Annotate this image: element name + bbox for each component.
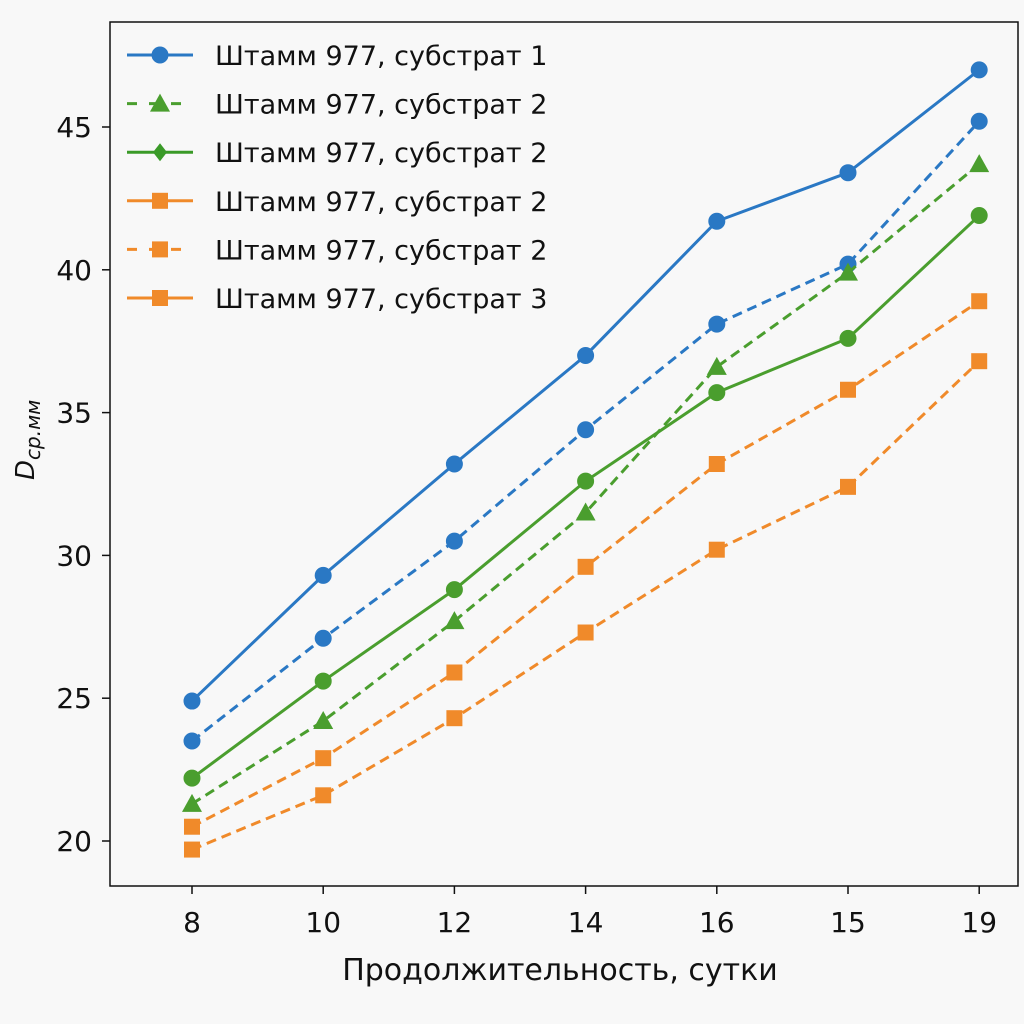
x-tick-label: 15 <box>830 906 866 939</box>
data-point <box>184 818 200 835</box>
data-point <box>445 532 463 550</box>
y-tick-label: 45 <box>56 111 92 144</box>
data-point <box>839 164 857 182</box>
series-3 <box>182 154 990 812</box>
series-5 <box>184 293 988 835</box>
series-6 <box>184 353 988 858</box>
legend-entry: Штамм 977, субстрат 2 <box>127 187 547 218</box>
y-tick-label: 25 <box>56 682 92 715</box>
data-point <box>970 112 988 130</box>
data-point <box>183 769 201 787</box>
data-point <box>970 61 988 79</box>
data-point <box>314 629 332 647</box>
data-point <box>971 353 988 370</box>
data-point <box>577 558 594 575</box>
y-tick-label: 40 <box>56 254 92 287</box>
data-point <box>313 711 334 730</box>
data-point <box>708 541 725 558</box>
x-tick-label: 14 <box>568 906 604 939</box>
legend-label: Штамм 977, субстрат 2 <box>215 138 547 169</box>
legend-marker <box>150 93 170 112</box>
legend-label: Штамм 977, субстрат 2 <box>215 187 547 218</box>
plot-area <box>109 21 1019 887</box>
x-tick-label: 8 <box>183 906 201 939</box>
data-point <box>184 841 200 858</box>
legend-label: Штамм 977, субстрат 1 <box>215 41 547 72</box>
data-point <box>577 472 595 490</box>
data-point <box>577 624 594 641</box>
x-tick-label: 10 <box>305 906 341 939</box>
data-point <box>444 611 465 630</box>
data-point <box>840 381 856 398</box>
legend-entry: Штамм 977, субстрат 2 <box>127 90 547 121</box>
x-tick-label: 16 <box>699 906 735 939</box>
y-tick-label: 20 <box>56 825 92 858</box>
legend-marker <box>151 46 169 64</box>
data-point <box>314 566 332 584</box>
data-point <box>445 455 463 473</box>
legend-marker <box>152 290 168 306</box>
data-point <box>183 692 201 710</box>
data-point <box>969 154 990 173</box>
legend-marker <box>152 241 168 258</box>
y-axis-label: Dср.мм <box>11 400 45 480</box>
legend-label: Штамм 977, субстрат 2 <box>215 90 547 121</box>
data-point <box>577 346 595 364</box>
x-tick-label: 12 <box>437 906 473 939</box>
data-point <box>315 750 332 767</box>
series-4 <box>183 207 988 787</box>
data-point <box>970 207 988 225</box>
legend-entry: Штамм 977, субстрат 3 <box>127 284 547 315</box>
data-point <box>315 787 332 804</box>
data-point <box>708 456 725 473</box>
legend-label: Штамм 977, субстрат 2 <box>215 235 547 266</box>
data-point <box>708 315 726 333</box>
data-point <box>445 581 463 599</box>
legend-entry: Штамм 977, субстрат 2 <box>127 138 547 169</box>
data-point <box>446 664 463 681</box>
data-point <box>183 732 201 750</box>
data-point <box>971 293 988 310</box>
legend-entry: Штамм 977, субстрат 2 <box>127 235 547 266</box>
data-point <box>182 793 202 812</box>
legend-entry: Штамм 977, субстрат 1 <box>127 41 547 72</box>
y-tick-label: 35 <box>56 397 92 430</box>
legend-marker <box>152 192 168 209</box>
series-2 <box>183 112 988 750</box>
data-point <box>706 356 727 375</box>
data-point <box>314 672 332 690</box>
data-point <box>840 478 856 495</box>
legend-label: Штамм 977, субстрат 3 <box>215 284 547 315</box>
data-point <box>446 710 463 727</box>
series-1 <box>183 61 988 710</box>
data-point <box>577 421 595 439</box>
data-point <box>708 384 726 402</box>
x-tick-label: 19 <box>961 906 997 939</box>
legend-marker <box>153 143 167 162</box>
x-axis-label: Продолжительность, сутки <box>342 953 778 988</box>
y-tick-label: 30 <box>56 539 92 572</box>
data-point <box>575 502 596 521</box>
data-point <box>708 212 726 230</box>
data-point <box>838 262 858 281</box>
data-point <box>839 329 857 347</box>
